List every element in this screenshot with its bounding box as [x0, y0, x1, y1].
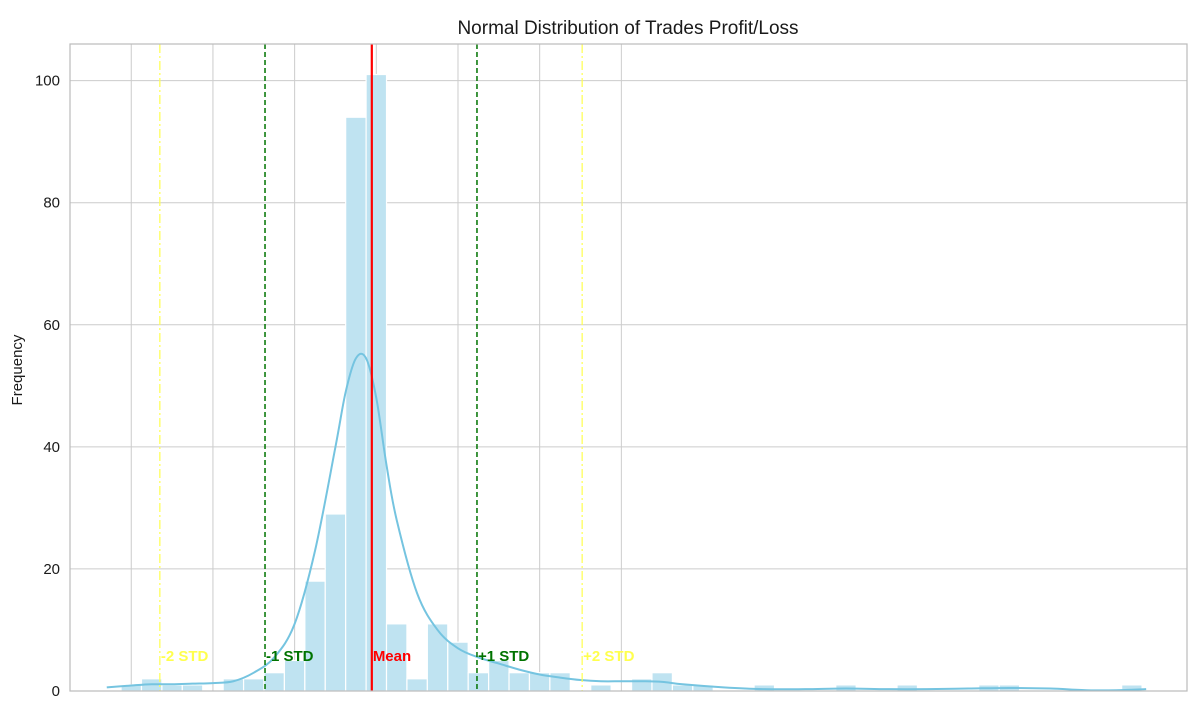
y-tick-label: 100: [35, 73, 60, 90]
kde-curve: [106, 352, 1147, 692]
plot-frame: [69, 43, 1188, 692]
histogram-bar: [161, 684, 183, 692]
kde-line: [106, 352, 1147, 692]
histogram-bar: [304, 580, 326, 692]
y-axis-ticks: 0 20 40 60 80 100: [35, 73, 60, 700]
grid: [70, 44, 1187, 692]
reference-line-label: -1 STD: [266, 648, 314, 665]
reference-lines: -2 STD -1 STD Mean +1 STD +2 STD: [159, 44, 635, 691]
histogram-bar: [508, 672, 531, 692]
y-tick-label: 40: [43, 439, 60, 456]
histogram-bar: [406, 678, 428, 692]
reference-line-label: -2 STD: [161, 648, 209, 665]
y-tick-label: 80: [43, 195, 60, 212]
histogram-bar: [181, 684, 204, 692]
reference-line-label: Mean: [373, 648, 411, 665]
histogram-bar: [467, 672, 490, 692]
histogram-bar: [263, 672, 286, 692]
histogram-bar: [590, 684, 612, 692]
y-tick-label: 60: [43, 317, 60, 334]
y-axis-label: Frequency: [9, 334, 26, 405]
histogram-bar: [283, 659, 306, 692]
histogram-bars: [120, 73, 1143, 692]
histogram-bar: [447, 641, 469, 692]
histogram-bar: [345, 116, 367, 692]
histogram-bar: [426, 623, 449, 692]
histogram-bar: [549, 672, 571, 692]
reference-line-label: +2 STD: [583, 648, 634, 665]
reference-line-label: +1 STD: [478, 648, 529, 665]
y-tick-label: 0: [52, 683, 60, 700]
y-tick-label: 20: [43, 561, 60, 578]
histogram-bar: [365, 73, 388, 692]
chart-title: Normal Distribution of Trades Profit/Los…: [457, 18, 798, 39]
histogram-bar: [242, 678, 265, 692]
histogram-bar: [324, 513, 347, 692]
